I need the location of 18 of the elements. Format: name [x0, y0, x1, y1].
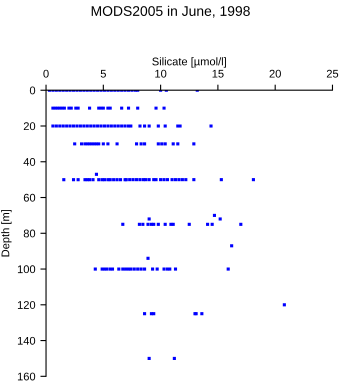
- y-tick-label: 0: [30, 86, 36, 94]
- y-tick-label: 160: [18, 372, 36, 380]
- y-tick-label: 20: [24, 122, 36, 130]
- x-tick-label: 15: [212, 70, 224, 78]
- x-tick-label: 25: [326, 70, 338, 78]
- y-tick-label: 120: [18, 301, 36, 309]
- y-tick-label: 40: [24, 158, 36, 166]
- y-tick-label: 80: [24, 230, 36, 238]
- x-tick-label: 5: [100, 70, 106, 78]
- y-axis-title: Depth [m]: [1, 210, 12, 256]
- x-tick-label: 20: [270, 70, 281, 78]
- y-tick-label: 100: [18, 265, 36, 274]
- x-tick-label: 0: [43, 70, 49, 78]
- chart-title: MODS2005 in June, 1998: [92, 6, 250, 18]
- x-tick-label: 10: [155, 70, 166, 78]
- y-tick-label: 140: [18, 336, 36, 345]
- y-tick-label: 60: [24, 194, 36, 202]
- x-axis-title: Silicate [µmol/l]: [152, 57, 226, 68]
